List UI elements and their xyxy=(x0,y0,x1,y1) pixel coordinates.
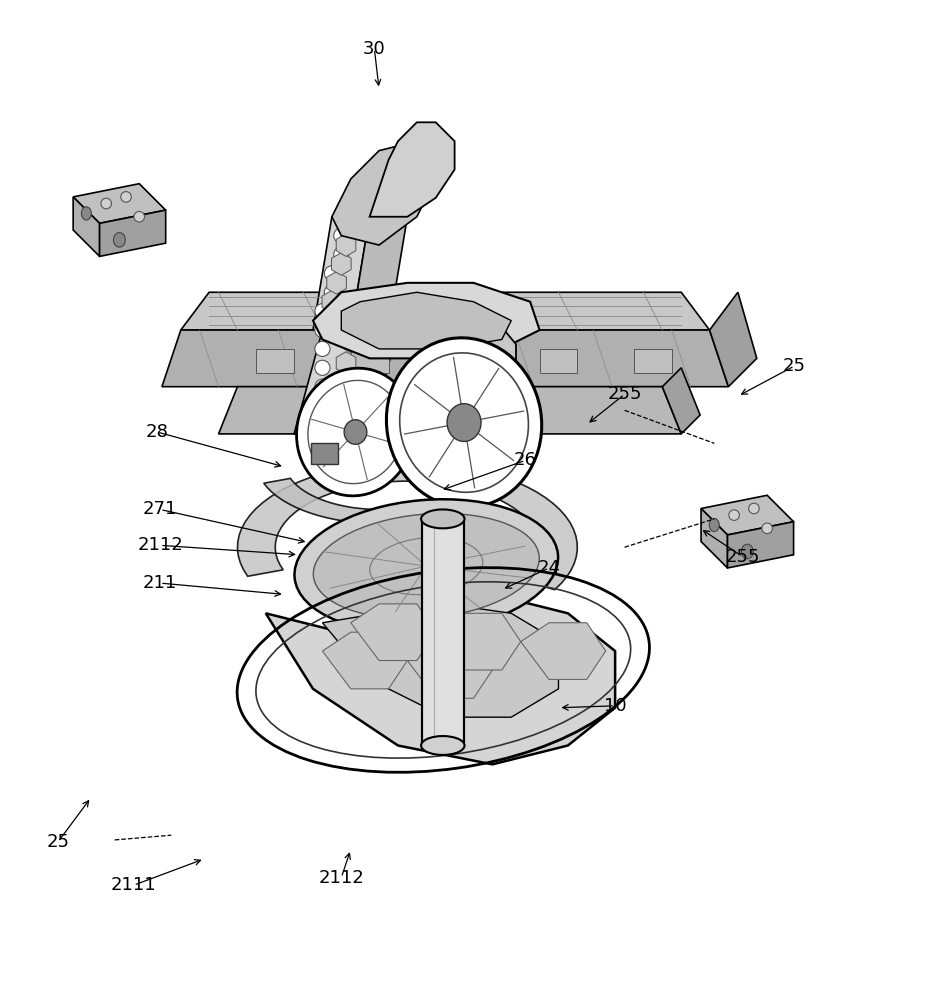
Ellipse shape xyxy=(296,368,415,496)
Text: 2112: 2112 xyxy=(137,536,183,554)
Text: 255: 255 xyxy=(725,548,759,566)
Polygon shape xyxy=(238,462,578,590)
Circle shape xyxy=(729,510,740,520)
Polygon shape xyxy=(322,290,342,313)
Circle shape xyxy=(101,198,112,209)
Polygon shape xyxy=(73,197,99,256)
Polygon shape xyxy=(336,234,356,256)
Ellipse shape xyxy=(742,544,753,559)
Polygon shape xyxy=(263,478,486,524)
Polygon shape xyxy=(436,613,521,670)
Text: 10: 10 xyxy=(604,697,627,715)
Ellipse shape xyxy=(421,509,465,528)
Ellipse shape xyxy=(709,518,719,532)
Polygon shape xyxy=(181,292,709,330)
Text: 271: 271 xyxy=(143,500,177,518)
Ellipse shape xyxy=(421,736,465,755)
Ellipse shape xyxy=(313,513,539,619)
Bar xyxy=(445,349,483,373)
Circle shape xyxy=(314,304,330,319)
Polygon shape xyxy=(162,330,728,387)
Polygon shape xyxy=(421,519,464,745)
Polygon shape xyxy=(727,522,794,568)
Text: 24: 24 xyxy=(538,559,561,577)
Circle shape xyxy=(120,192,132,202)
Circle shape xyxy=(762,523,773,534)
Polygon shape xyxy=(331,375,351,398)
Ellipse shape xyxy=(81,207,91,220)
Circle shape xyxy=(314,322,330,338)
Circle shape xyxy=(314,360,330,375)
Circle shape xyxy=(324,285,339,300)
Polygon shape xyxy=(350,604,436,661)
Polygon shape xyxy=(341,292,511,349)
Ellipse shape xyxy=(114,233,125,247)
Circle shape xyxy=(333,228,348,243)
Polygon shape xyxy=(295,330,360,434)
Ellipse shape xyxy=(447,404,481,441)
Ellipse shape xyxy=(295,499,558,633)
Polygon shape xyxy=(407,642,492,698)
Circle shape xyxy=(306,398,320,413)
Polygon shape xyxy=(322,604,559,717)
Polygon shape xyxy=(369,122,455,217)
Bar xyxy=(257,349,295,373)
Bar xyxy=(634,349,671,373)
Ellipse shape xyxy=(386,338,542,507)
Circle shape xyxy=(324,266,339,281)
Text: 26: 26 xyxy=(514,451,537,469)
Polygon shape xyxy=(331,330,398,434)
Circle shape xyxy=(333,247,348,262)
Polygon shape xyxy=(327,399,347,422)
Text: 30: 30 xyxy=(363,40,385,58)
Circle shape xyxy=(314,341,330,356)
Polygon shape xyxy=(701,508,727,568)
Polygon shape xyxy=(73,184,166,223)
Polygon shape xyxy=(662,368,700,434)
Polygon shape xyxy=(336,352,356,374)
Polygon shape xyxy=(346,305,366,327)
Polygon shape xyxy=(331,141,436,245)
Text: 25: 25 xyxy=(783,357,806,375)
Polygon shape xyxy=(266,594,616,764)
Polygon shape xyxy=(313,217,369,330)
Text: 28: 28 xyxy=(146,423,169,441)
Polygon shape xyxy=(99,210,166,256)
Bar xyxy=(540,349,578,373)
Polygon shape xyxy=(341,330,361,353)
Polygon shape xyxy=(701,495,794,535)
Polygon shape xyxy=(313,283,540,358)
Text: 2111: 2111 xyxy=(111,876,156,894)
Text: 255: 255 xyxy=(607,385,642,403)
Circle shape xyxy=(749,503,759,514)
Text: 211: 211 xyxy=(143,574,177,592)
Circle shape xyxy=(134,211,145,222)
Text: 2112: 2112 xyxy=(318,869,365,887)
Bar xyxy=(350,349,388,373)
Polygon shape xyxy=(219,387,681,434)
Polygon shape xyxy=(341,297,516,448)
Ellipse shape xyxy=(344,420,366,444)
FancyBboxPatch shape xyxy=(312,443,338,464)
Circle shape xyxy=(314,379,330,394)
Polygon shape xyxy=(521,623,606,679)
Polygon shape xyxy=(331,253,351,275)
Polygon shape xyxy=(350,217,407,330)
Text: 25: 25 xyxy=(46,833,69,851)
Polygon shape xyxy=(322,632,407,689)
Polygon shape xyxy=(327,271,347,294)
Polygon shape xyxy=(709,292,757,387)
